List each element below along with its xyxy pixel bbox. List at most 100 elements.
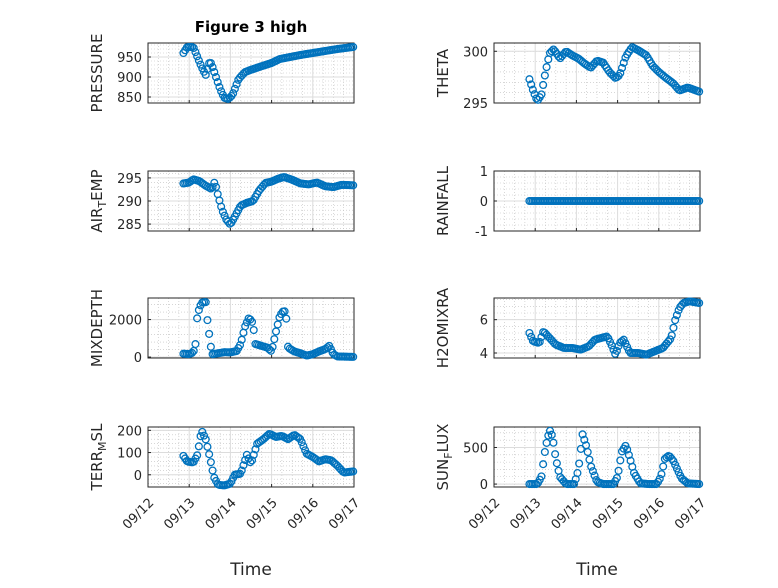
data-point (191, 340, 200, 349)
y-axis-label-tail: EMP (88, 169, 106, 200)
y-axis-label: PRESSURE (88, 34, 106, 113)
data-point (551, 450, 560, 459)
data-point (583, 448, 592, 457)
data-point (525, 328, 534, 338)
data-point (246, 315, 255, 324)
data-point (206, 184, 215, 193)
data-point (349, 352, 358, 361)
data-point (208, 183, 217, 192)
data-point (299, 442, 308, 451)
axes-frame (493, 426, 701, 488)
data-point (237, 466, 246, 475)
data-point (349, 467, 358, 476)
axes-frame (147, 42, 355, 104)
y-axis-label-tail: SL (88, 423, 106, 442)
y-tick-label: 500 (463, 441, 488, 456)
data-point (189, 43, 198, 53)
data-point (665, 335, 675, 344)
data-point (349, 42, 358, 52)
y-axis-label: MIXDEPTH (88, 289, 106, 367)
y-axis-label-subscript: T (96, 201, 109, 209)
data-point (193, 451, 202, 460)
data-point (549, 438, 558, 447)
data-point (194, 442, 203, 451)
y-axis-label-base: AIR (88, 208, 106, 233)
y-axis-label: SUNFLUX (434, 424, 455, 491)
y-tick-label: 0 (134, 351, 142, 366)
data-point (616, 456, 625, 465)
x-tick-label: 09/14 (549, 496, 586, 533)
data-point (187, 348, 197, 357)
subplot-sun_flux: 0 500 09/12 09/13 09/14 09/15 09/16 09/17 Time SU… (434, 424, 709, 580)
data-point (241, 322, 250, 331)
y-axis-label: TERRMSL (88, 423, 109, 492)
y-tick-label: 0 (480, 478, 488, 493)
data-point (624, 450, 633, 460)
y-tick-label: 1 (480, 165, 488, 180)
y-tick-label: 295 (463, 97, 488, 112)
y-tick-label: 900 (117, 71, 142, 86)
subplot-grid: 850 900 950 PRESSURE 295 300 THETA 285 290 295 AIR… (88, 34, 709, 580)
data-point (208, 466, 217, 475)
data-point (547, 430, 556, 439)
data-point (229, 89, 238, 98)
data-point (539, 460, 548, 469)
data-point (266, 346, 275, 355)
data-point (612, 473, 621, 483)
data-point (580, 435, 589, 444)
x-tick-label: 09/15 (590, 496, 627, 533)
data-point (540, 447, 549, 457)
data-point (575, 459, 584, 468)
data-point (201, 298, 210, 307)
axes-frame (493, 297, 701, 359)
data-point (528, 85, 537, 94)
subplot-air_temp: 285 290 295 AIRTEMP (88, 169, 358, 233)
data-point (196, 60, 205, 69)
data-point (655, 474, 664, 483)
data-point (206, 458, 215, 467)
data-point (210, 68, 219, 77)
data-point (623, 342, 632, 352)
data-point (194, 56, 203, 65)
y-tick-label: 6 (480, 314, 488, 329)
x-tick-label: 09/16 (285, 496, 322, 533)
data-point (203, 442, 212, 451)
data-point (223, 217, 233, 226)
data-point (206, 342, 215, 351)
subplot-terr_msl: 0 100 200 09/12 09/13 09/14 09/15 09/16 09/17 Tim… (88, 423, 363, 580)
x-tick-label: 09/15 (244, 496, 281, 533)
y-tick-label: 850 (117, 91, 142, 106)
y-tick-label: 2000 (109, 314, 142, 329)
data-point (232, 80, 241, 89)
data-point (193, 314, 202, 323)
data-point (205, 450, 214, 459)
data-point (211, 73, 221, 82)
data-point (537, 472, 546, 481)
data-point (537, 90, 546, 99)
y-axis-label-tail: LUX (434, 424, 452, 453)
x-axis-label: Time (575, 560, 618, 580)
data-point (535, 337, 544, 346)
data-point (657, 470, 666, 479)
data-point (540, 71, 549, 80)
data-point (203, 316, 212, 325)
data-point (587, 462, 596, 471)
subplot-h2omixra: 4 6 H2OMIXRA (434, 287, 704, 368)
data-point (664, 337, 673, 346)
subplot-theta: 295 300 THETA (434, 42, 704, 112)
data-point (525, 75, 534, 84)
data-point (235, 341, 245, 350)
figure-title: Figure 3 high (195, 18, 308, 36)
axes-frame (147, 297, 355, 359)
data-point (211, 182, 221, 191)
y-tick-label: 290 (117, 195, 142, 210)
data-point (621, 339, 630, 348)
x-tick-label: 09/13 (507, 496, 544, 533)
data-point (297, 438, 306, 447)
data-point (573, 469, 582, 478)
x-tick-label: 09/13 (161, 496, 198, 533)
y-tick-label: -1 (475, 225, 488, 240)
data-point (695, 480, 704, 489)
y-axis-label-subscript: F (442, 452, 455, 458)
